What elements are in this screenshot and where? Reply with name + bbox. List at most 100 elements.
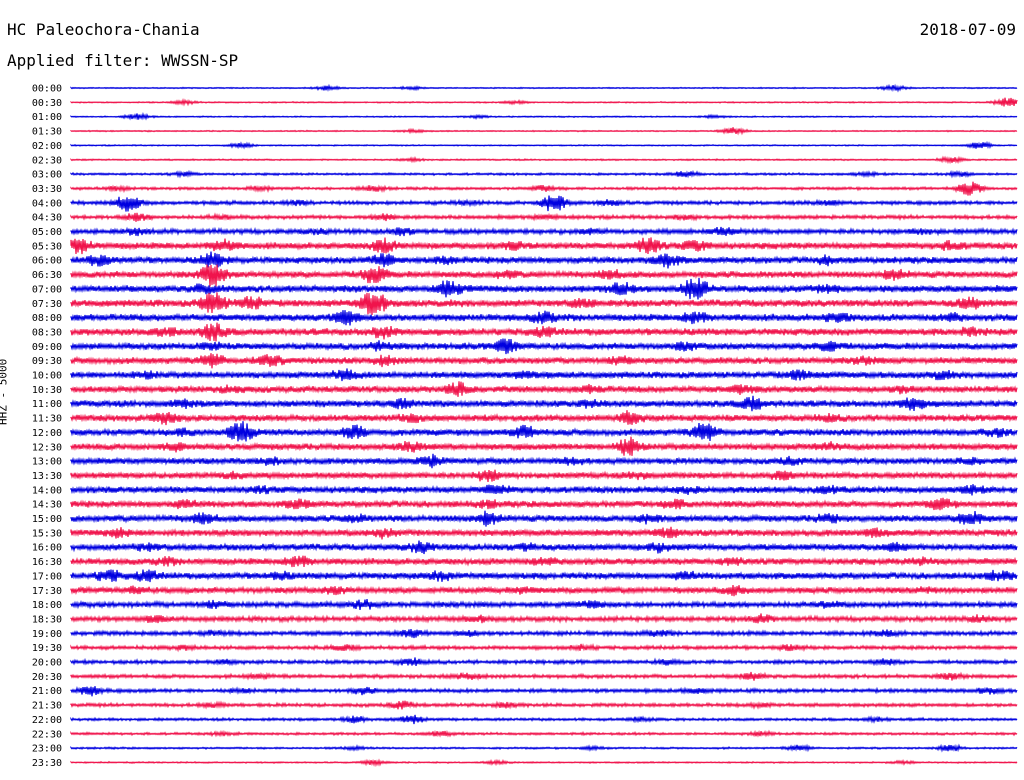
time-label: 00:30 bbox=[32, 98, 62, 109]
time-label: 04:30 bbox=[32, 213, 62, 224]
time-label: 02:30 bbox=[32, 155, 62, 166]
trace-row bbox=[70, 264, 1018, 287]
time-label: 10:00 bbox=[32, 371, 62, 382]
time-label: 12:00 bbox=[32, 428, 62, 439]
trace-row bbox=[70, 395, 1018, 412]
time-label: 21:00 bbox=[32, 686, 62, 697]
trace-row bbox=[70, 497, 1018, 511]
time-label: 10:30 bbox=[32, 385, 62, 396]
trace-row bbox=[70, 212, 1018, 222]
trace-row bbox=[70, 181, 1018, 196]
time-label: 01:30 bbox=[32, 127, 62, 138]
time-label: 03:30 bbox=[32, 184, 62, 195]
time-label: 07:30 bbox=[32, 299, 62, 310]
time-label: 17:00 bbox=[32, 571, 62, 582]
trace-row bbox=[70, 195, 1018, 212]
time-label: 11:00 bbox=[32, 399, 62, 410]
trace-row bbox=[70, 569, 1018, 583]
trace-row bbox=[70, 140, 1018, 150]
station-title: HC Paleochora-Chania bbox=[7, 20, 200, 39]
time-label: 09:00 bbox=[32, 342, 62, 353]
time-label: 14:30 bbox=[32, 500, 62, 511]
trace-row bbox=[70, 111, 1018, 121]
time-label: 08:30 bbox=[32, 327, 62, 338]
time-label: 15:30 bbox=[32, 528, 62, 539]
trace-row bbox=[70, 714, 1018, 725]
trace-row bbox=[70, 510, 1018, 527]
time-label: 05:00 bbox=[32, 227, 62, 238]
trace-row bbox=[70, 729, 1018, 738]
time-label: 23:30 bbox=[32, 758, 62, 769]
trace-row bbox=[70, 686, 1018, 697]
time-label: 12:30 bbox=[32, 442, 62, 453]
trace-row bbox=[70, 410, 1018, 426]
filter-label: Applied filter: WWSSN-SP bbox=[7, 51, 239, 70]
time-label: 07:00 bbox=[32, 284, 62, 295]
time-label: 16:30 bbox=[32, 557, 62, 568]
time-label: 18:30 bbox=[32, 614, 62, 625]
time-label: 20:30 bbox=[32, 672, 62, 683]
trace-row bbox=[70, 469, 1018, 482]
trace-row bbox=[70, 453, 1018, 469]
time-label: 21:30 bbox=[32, 701, 62, 712]
time-label: 19:30 bbox=[32, 643, 62, 654]
trace-row bbox=[70, 540, 1018, 555]
time-label: 03:00 bbox=[32, 170, 62, 181]
trace-row bbox=[70, 226, 1018, 237]
time-label: 14:00 bbox=[32, 485, 62, 496]
trace-row bbox=[70, 127, 1018, 136]
time-label: 08:00 bbox=[32, 313, 62, 324]
time-label: 09:30 bbox=[32, 356, 62, 367]
trace-row bbox=[70, 310, 1018, 326]
trace-row bbox=[70, 613, 1018, 624]
trace-row bbox=[70, 155, 1018, 165]
time-label: 01:00 bbox=[32, 112, 62, 123]
trace-row bbox=[70, 251, 1018, 269]
trace-row bbox=[70, 292, 1018, 316]
trace-row bbox=[70, 381, 1018, 397]
time-label: 06:30 bbox=[32, 270, 62, 281]
trace-row bbox=[70, 671, 1018, 681]
time-label: 05:30 bbox=[32, 241, 62, 252]
trace-row bbox=[70, 353, 1018, 369]
trace-row bbox=[70, 585, 1018, 597]
time-label: 02:00 bbox=[32, 141, 62, 152]
trace-row bbox=[70, 642, 1018, 653]
trace-row bbox=[70, 700, 1018, 710]
trace-row bbox=[70, 322, 1018, 342]
trace-row bbox=[70, 526, 1018, 540]
trace-row bbox=[70, 758, 1018, 768]
trace-row bbox=[70, 338, 1018, 355]
time-label: 17:30 bbox=[32, 586, 62, 597]
time-label: 19:00 bbox=[32, 629, 62, 640]
trace-row bbox=[70, 169, 1018, 179]
trace-row bbox=[70, 657, 1018, 667]
time-label: 15:00 bbox=[32, 514, 62, 525]
time-label: 22:00 bbox=[32, 715, 62, 726]
time-label: 13:00 bbox=[32, 457, 62, 468]
trace-row bbox=[70, 368, 1018, 382]
trace-row bbox=[70, 484, 1018, 496]
trace-row bbox=[70, 83, 1018, 93]
time-label: 13:30 bbox=[32, 471, 62, 482]
time-label: 20:00 bbox=[32, 658, 62, 669]
time-label: 11:30 bbox=[32, 414, 62, 425]
trace-row bbox=[70, 237, 1018, 255]
time-label: 23:00 bbox=[32, 744, 62, 755]
time-label: 22:30 bbox=[32, 729, 62, 740]
trace-row bbox=[70, 743, 1018, 753]
time-label: 04:00 bbox=[32, 198, 62, 209]
trace-row bbox=[70, 436, 1018, 456]
time-label: 16:00 bbox=[32, 543, 62, 554]
seismic-traces bbox=[70, 83, 1018, 768]
trace-row bbox=[70, 421, 1018, 442]
trace-row bbox=[70, 628, 1018, 639]
trace-row bbox=[70, 97, 1018, 107]
time-label: 06:00 bbox=[32, 256, 62, 267]
date-label: 2018-07-09 bbox=[919, 20, 1016, 39]
trace-row bbox=[70, 599, 1018, 610]
time-axis-labels: 00:00 00:30 01:00 01:30 02:00 02:30 03:00 03:30… bbox=[32, 84, 62, 769]
time-label: 18:00 bbox=[32, 600, 62, 611]
trace-row bbox=[70, 277, 1018, 300]
